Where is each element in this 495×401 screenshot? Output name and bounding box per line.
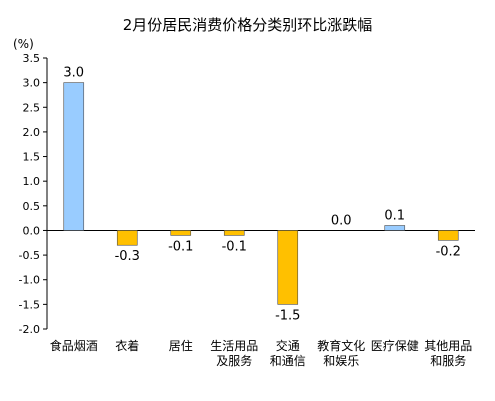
y-tick-label: -2.0 — [19, 323, 40, 336]
y-tick-label: 0.0 — [23, 224, 41, 237]
category-label: 及服务 — [216, 353, 252, 368]
category-label: 食品烟酒 — [50, 338, 98, 353]
category-label: 其他用品 — [424, 339, 472, 353]
bar — [437, 230, 459, 241]
category-label: 衣着 — [115, 338, 139, 353]
bar — [63, 82, 85, 231]
bar-value-label: -0.1 — [222, 239, 247, 254]
y-tick-label: 3.5 — [23, 52, 41, 65]
bar — [277, 230, 299, 305]
bar — [116, 230, 138, 246]
y-tick-label: -0.5 — [19, 249, 40, 262]
bar-value-label: -0.2 — [436, 244, 461, 259]
y-tick-label: 3.0 — [23, 77, 41, 90]
bar-value-label: -0.3 — [115, 249, 140, 264]
y-tick-label: 1.5 — [23, 151, 41, 164]
category-label: 生活用品 — [210, 339, 258, 353]
y-tick-label: 2.0 — [23, 126, 41, 139]
category-label: 教育文化 — [317, 338, 365, 353]
bar — [170, 230, 192, 236]
category-label: 和通信 — [270, 354, 306, 368]
y-tick-label: -1.0 — [19, 274, 40, 287]
y-tick-label: 1.0 — [23, 175, 41, 188]
category-label: 医疗保健 — [371, 339, 419, 353]
category-label: 交通 — [276, 338, 300, 353]
bar-value-label: 3.0 — [63, 66, 84, 81]
bar-value-label: -0.1 — [168, 239, 193, 254]
bar-value-label: 0.1 — [384, 209, 405, 224]
chart-title: 2月份居民消费价格分类别环比涨跌幅 — [122, 16, 373, 34]
bar — [384, 225, 406, 231]
category-label: 和服务 — [430, 353, 466, 368]
category-label: 居住 — [169, 339, 193, 353]
bar-value-label: -1.5 — [275, 308, 300, 323]
y-tick-label: -1.5 — [19, 298, 40, 311]
y-axis-unit-label: (%) — [13, 37, 34, 51]
bar-value-label: 0.0 — [331, 213, 352, 228]
y-tick-label: 2.5 — [23, 101, 41, 114]
category-label: 和娱乐 — [323, 354, 359, 368]
y-tick-label: 0.5 — [23, 200, 41, 213]
bar — [223, 230, 245, 236]
